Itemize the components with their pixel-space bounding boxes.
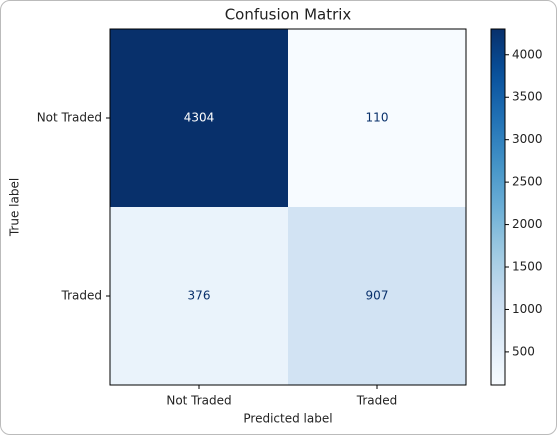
colorbar-tick-label: 3500 <box>512 90 543 104</box>
chart-title: Confusion Matrix <box>225 6 352 24</box>
cell-label: 376 <box>188 289 211 303</box>
y-tick-label: Not Traded <box>37 111 102 125</box>
y-axis-label: True label <box>8 178 22 237</box>
plot-frame <box>109 28 467 386</box>
cell-label: 110 <box>366 111 389 125</box>
colorbar-tick-label: 3000 <box>512 132 543 146</box>
colorbar-tick-label: 2000 <box>512 217 543 231</box>
heatmap-cell <box>110 29 288 207</box>
heatmap-cell <box>110 207 288 385</box>
x-tick-label: Traded <box>356 394 397 408</box>
x-tick-label: Not Traded <box>166 394 231 408</box>
heatmap-cell <box>288 29 466 207</box>
colorbar-tick-label: 1500 <box>512 260 543 274</box>
colorbar-tick-label: 500 <box>512 344 535 358</box>
colorbar-tick-label: 1000 <box>512 302 543 316</box>
colorbar-tick-label: 2500 <box>512 175 543 189</box>
cell-label: 907 <box>366 289 389 303</box>
x-axis-label: Predicted label <box>243 412 332 426</box>
y-tick-label: Traded <box>61 289 102 303</box>
colorbar-tick-label: 4000 <box>512 47 543 61</box>
cell-label: 4304 <box>184 111 215 125</box>
colorbar <box>490 28 506 386</box>
heatmap-cell <box>288 207 466 385</box>
